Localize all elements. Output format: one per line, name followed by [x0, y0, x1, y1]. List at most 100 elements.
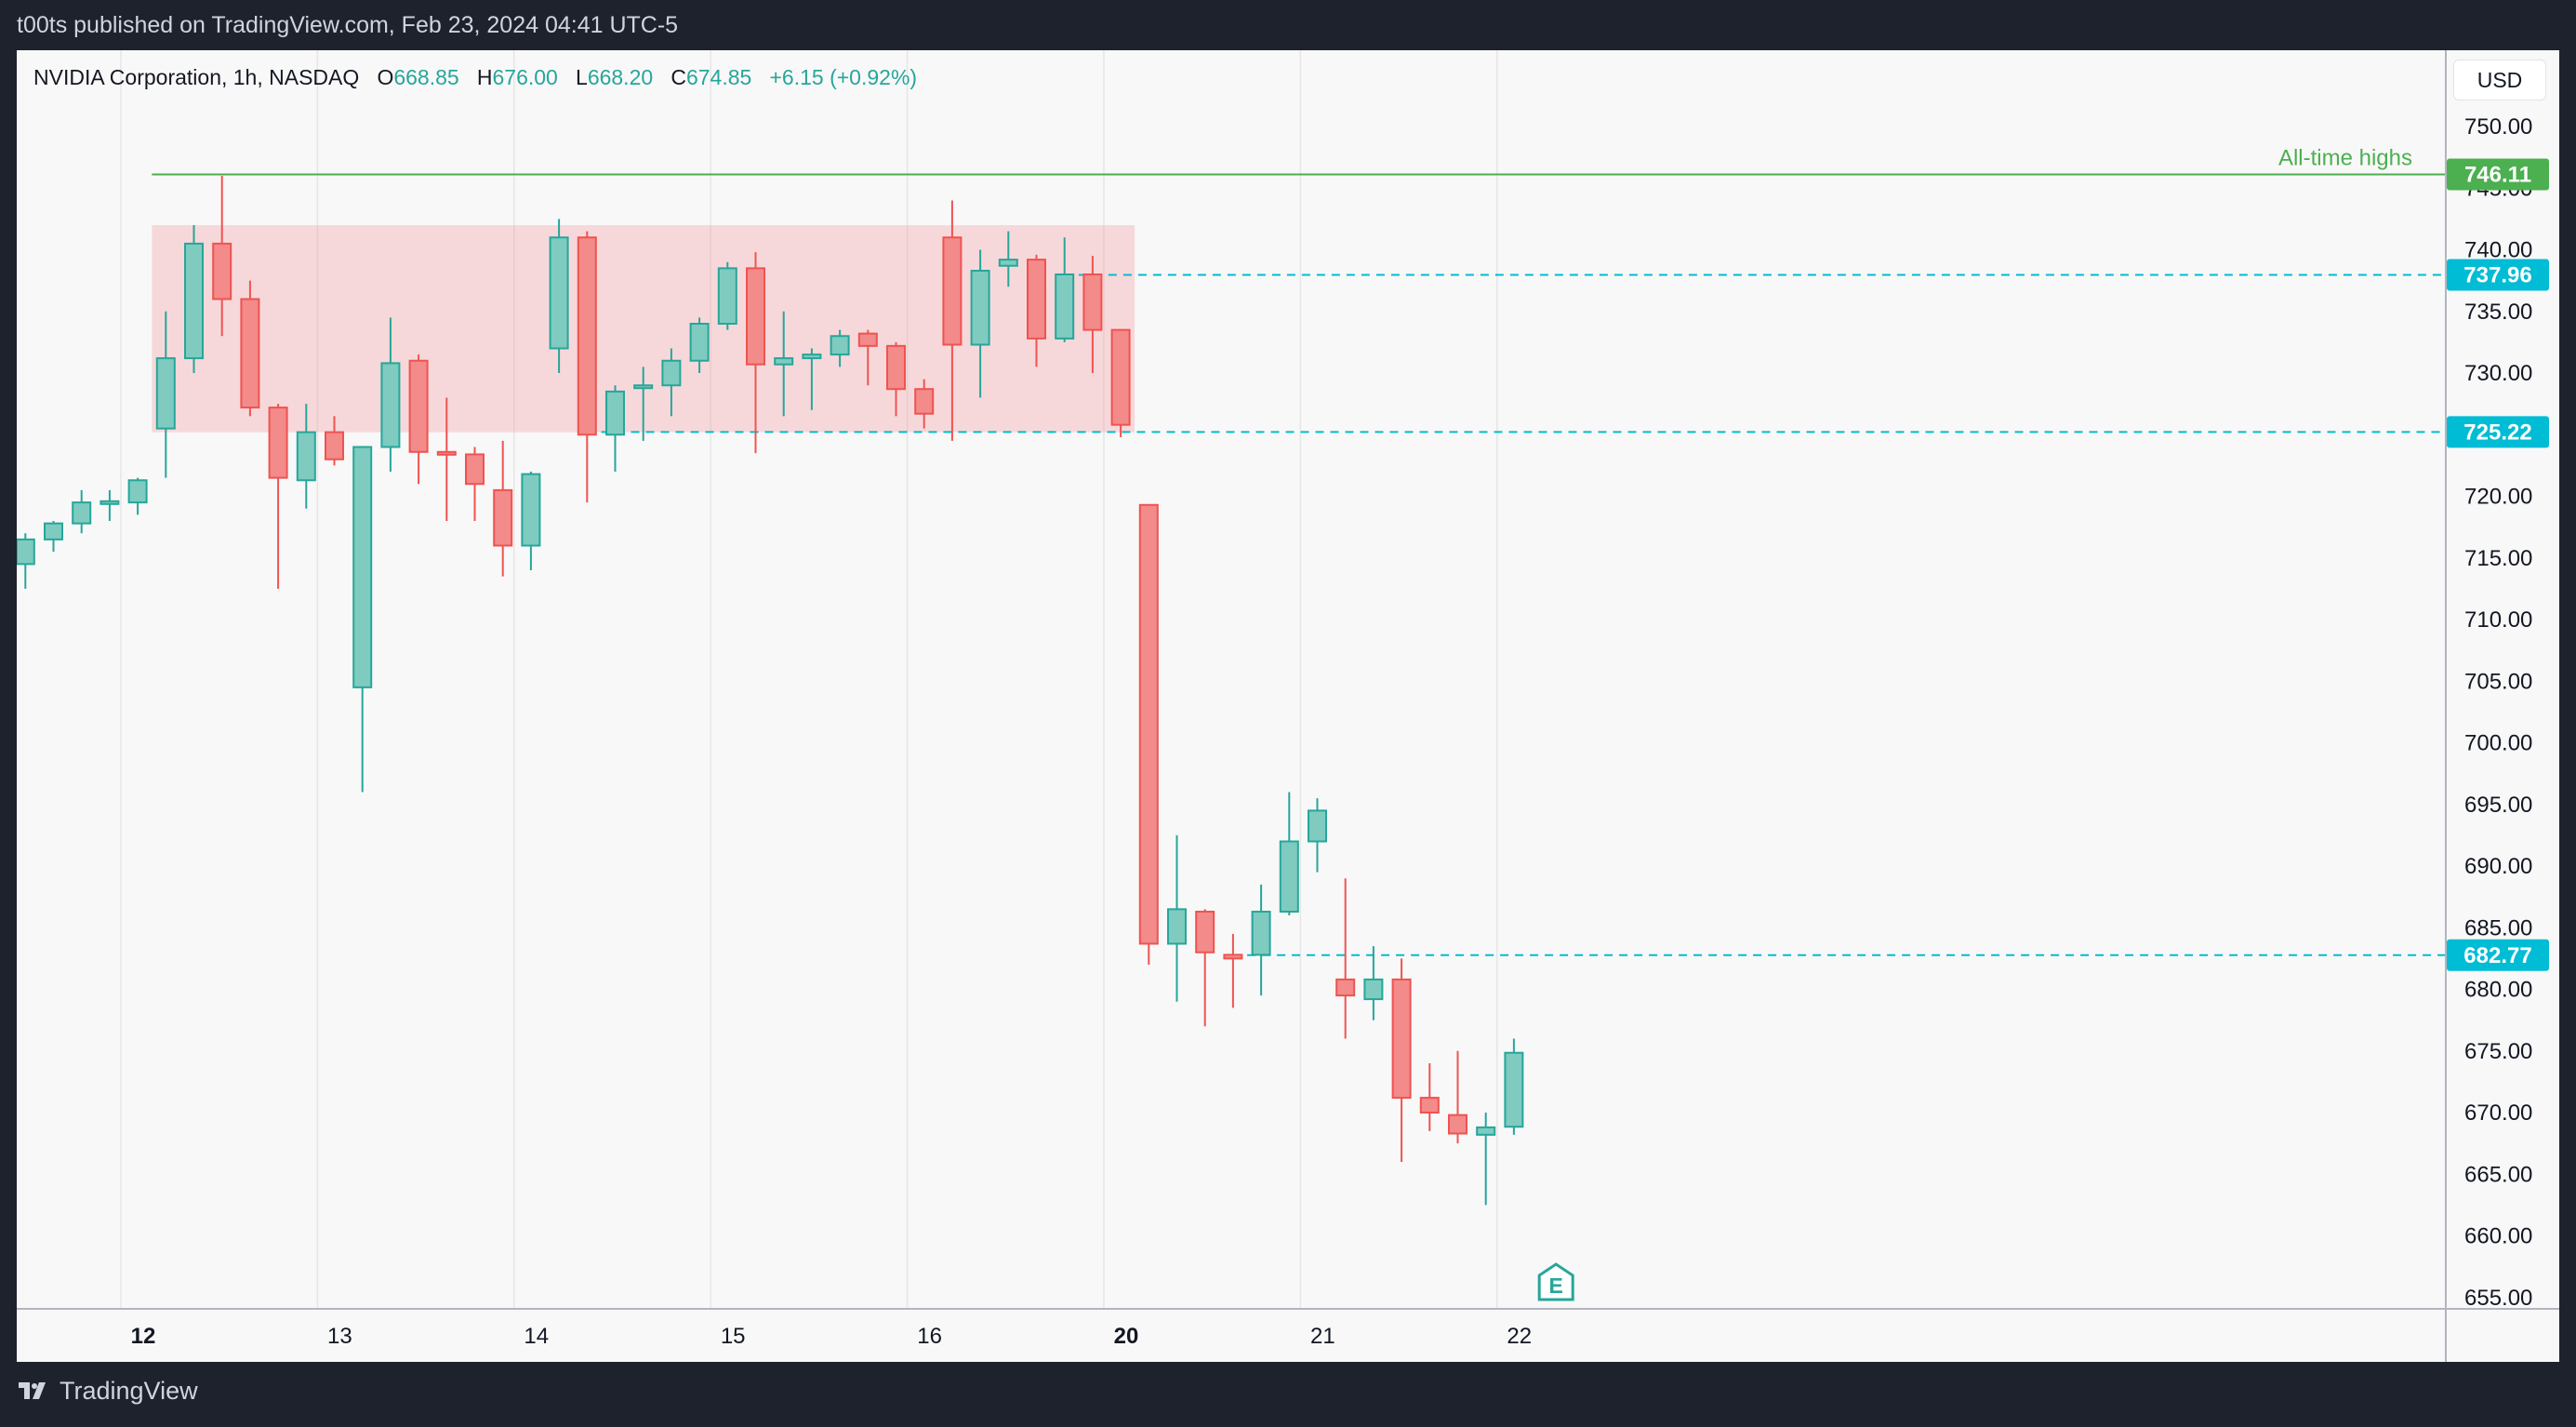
candle-body-up: [717, 267, 737, 325]
price-level-badge: [2447, 939, 2549, 971]
candlestick-chart[interactable]: All-time highsE750.00745.00740.00735.007…: [17, 50, 2559, 1362]
x-tick-label: 22: [1507, 1324, 1532, 1349]
symbol-legend: NVIDIA Corporation, 1h, NASDAQ O668.85 H…: [33, 65, 917, 90]
y-tick-label: 700.00: [2464, 731, 2532, 756]
candle-body-down: [240, 298, 260, 409]
x-tick-label: 13: [327, 1324, 352, 1349]
candle-body-down: [857, 332, 878, 347]
x-tick-label: 21: [1310, 1324, 1335, 1349]
candle-body-down: [493, 488, 513, 547]
candle-body-down: [1082, 273, 1103, 331]
candle-body-up: [127, 479, 148, 504]
candle-body-up: [1308, 809, 1327, 843]
candle-body-down: [325, 431, 344, 460]
candle-body-up: [1055, 273, 1075, 340]
candle-body-down: [1335, 978, 1356, 997]
y-tick-label: 720.00: [2464, 485, 2532, 510]
price-level-badge-label: 725.22: [2463, 420, 2531, 445]
candle-body-up: [605, 390, 625, 436]
candle-body-down: [408, 359, 429, 453]
candle-body-up: [1167, 908, 1187, 945]
brand-name: TradingView: [60, 1377, 198, 1405]
candle-body-up: [44, 522, 63, 540]
candle-body-up: [802, 353, 822, 360]
candle-body-down: [268, 407, 288, 479]
y-tick-label: 705.00: [2464, 669, 2532, 694]
publish-info: t00ts published on TradingView.com, Feb …: [17, 12, 679, 38]
currency-button[interactable]: USD: [2453, 60, 2546, 100]
y-tick-label: 670.00: [2464, 1100, 2532, 1126]
candle-body-down: [1138, 503, 1159, 945]
candle-body-up: [72, 501, 92, 525]
y-tick-label: 740.00: [2464, 238, 2532, 263]
x-tick-label: 16: [917, 1324, 942, 1349]
high-value: 676.00: [492, 65, 558, 89]
low-label: L: [576, 65, 588, 89]
x-tick-label: 20: [1114, 1324, 1139, 1349]
x-tick-label: 12: [131, 1324, 156, 1349]
candle-body-up: [774, 357, 794, 366]
x-tick-label: 15: [721, 1324, 746, 1349]
candle-body-down: [914, 388, 935, 415]
candle-body-up: [521, 473, 541, 547]
y-tick-label: 715.00: [2464, 546, 2532, 571]
candle-body-up: [1476, 1126, 1496, 1136]
candle-body-up: [17, 538, 35, 566]
x-tick-label: 14: [524, 1324, 549, 1349]
price-level-badge: [2447, 416, 2549, 448]
earnings-event-icon: [1537, 1262, 1574, 1301]
candle-body-down: [212, 242, 232, 300]
candle-body-up: [296, 431, 316, 482]
y-tick-label: 685.00: [2464, 915, 2532, 940]
candle-body-down: [1448, 1114, 1467, 1135]
close-label: C: [671, 65, 686, 89]
candle-body-down: [577, 236, 597, 436]
symbol-name: NVIDIA Corporation, 1h, NASDAQ: [33, 65, 360, 89]
candle-body-up: [155, 357, 176, 430]
price-level-badge-label: 737.96: [2463, 263, 2531, 288]
y-tick-label: 675.00: [2464, 1039, 2532, 1064]
y-tick-label: 665.00: [2464, 1162, 2532, 1187]
change-value: +6.15 (+0.92%): [769, 65, 918, 89]
candle-body-down: [1027, 259, 1046, 340]
candle-body-down: [886, 344, 906, 391]
candle-body-up: [1504, 1051, 1524, 1128]
candle-body-up: [998, 259, 1018, 267]
tradingview-brand[interactable]: TradingView: [19, 1377, 198, 1406]
candle-body-up: [184, 242, 204, 360]
y-tick-label: 655.00: [2464, 1286, 2532, 1311]
candle-body-up: [1363, 978, 1384, 1001]
candle-body-up: [689, 323, 710, 362]
chart-frame[interactable]: All-time highsE750.00745.00740.00735.007…: [17, 50, 2559, 1362]
candle-body-down: [746, 267, 765, 366]
candle-body-down: [1195, 911, 1215, 954]
level-annotation-text: All-time highs: [2278, 146, 2412, 171]
candle-body-up: [830, 335, 850, 356]
price-level-badge: [2447, 158, 2549, 191]
y-tick-label: 735.00: [2464, 300, 2532, 325]
candle-body-up: [352, 446, 373, 688]
y-tick-label: 710.00: [2464, 607, 2532, 633]
candle-body-down: [1391, 978, 1412, 1100]
price-level-badge: [2447, 259, 2549, 291]
y-tick-label: 680.00: [2464, 978, 2532, 1003]
publish-header: t00ts published on TradingView.com, Feb …: [0, 0, 2576, 50]
high-label: H: [476, 65, 493, 89]
y-tick-label: 690.00: [2464, 854, 2532, 879]
close-value: 674.85: [685, 65, 752, 89]
candle-body-up: [970, 270, 990, 346]
candle-body-down: [942, 236, 963, 346]
candle-body-down: [436, 450, 457, 456]
candle-body-down: [1223, 954, 1243, 960]
candle-body-up: [380, 362, 401, 448]
candle-body-down: [465, 453, 485, 486]
earnings-event-label: E: [1549, 1274, 1563, 1298]
y-tick-label: 660.00: [2464, 1224, 2532, 1249]
candle-body-up: [100, 500, 120, 505]
price-level-badge-label: 682.77: [2463, 943, 2531, 968]
price-level-badge-label: 746.11: [2464, 163, 2531, 188]
open-value: 668.85: [393, 65, 459, 89]
y-tick-label: 750.00: [2464, 114, 2532, 140]
low-value: 668.20: [587, 65, 654, 89]
candle-body-up: [661, 359, 682, 387]
